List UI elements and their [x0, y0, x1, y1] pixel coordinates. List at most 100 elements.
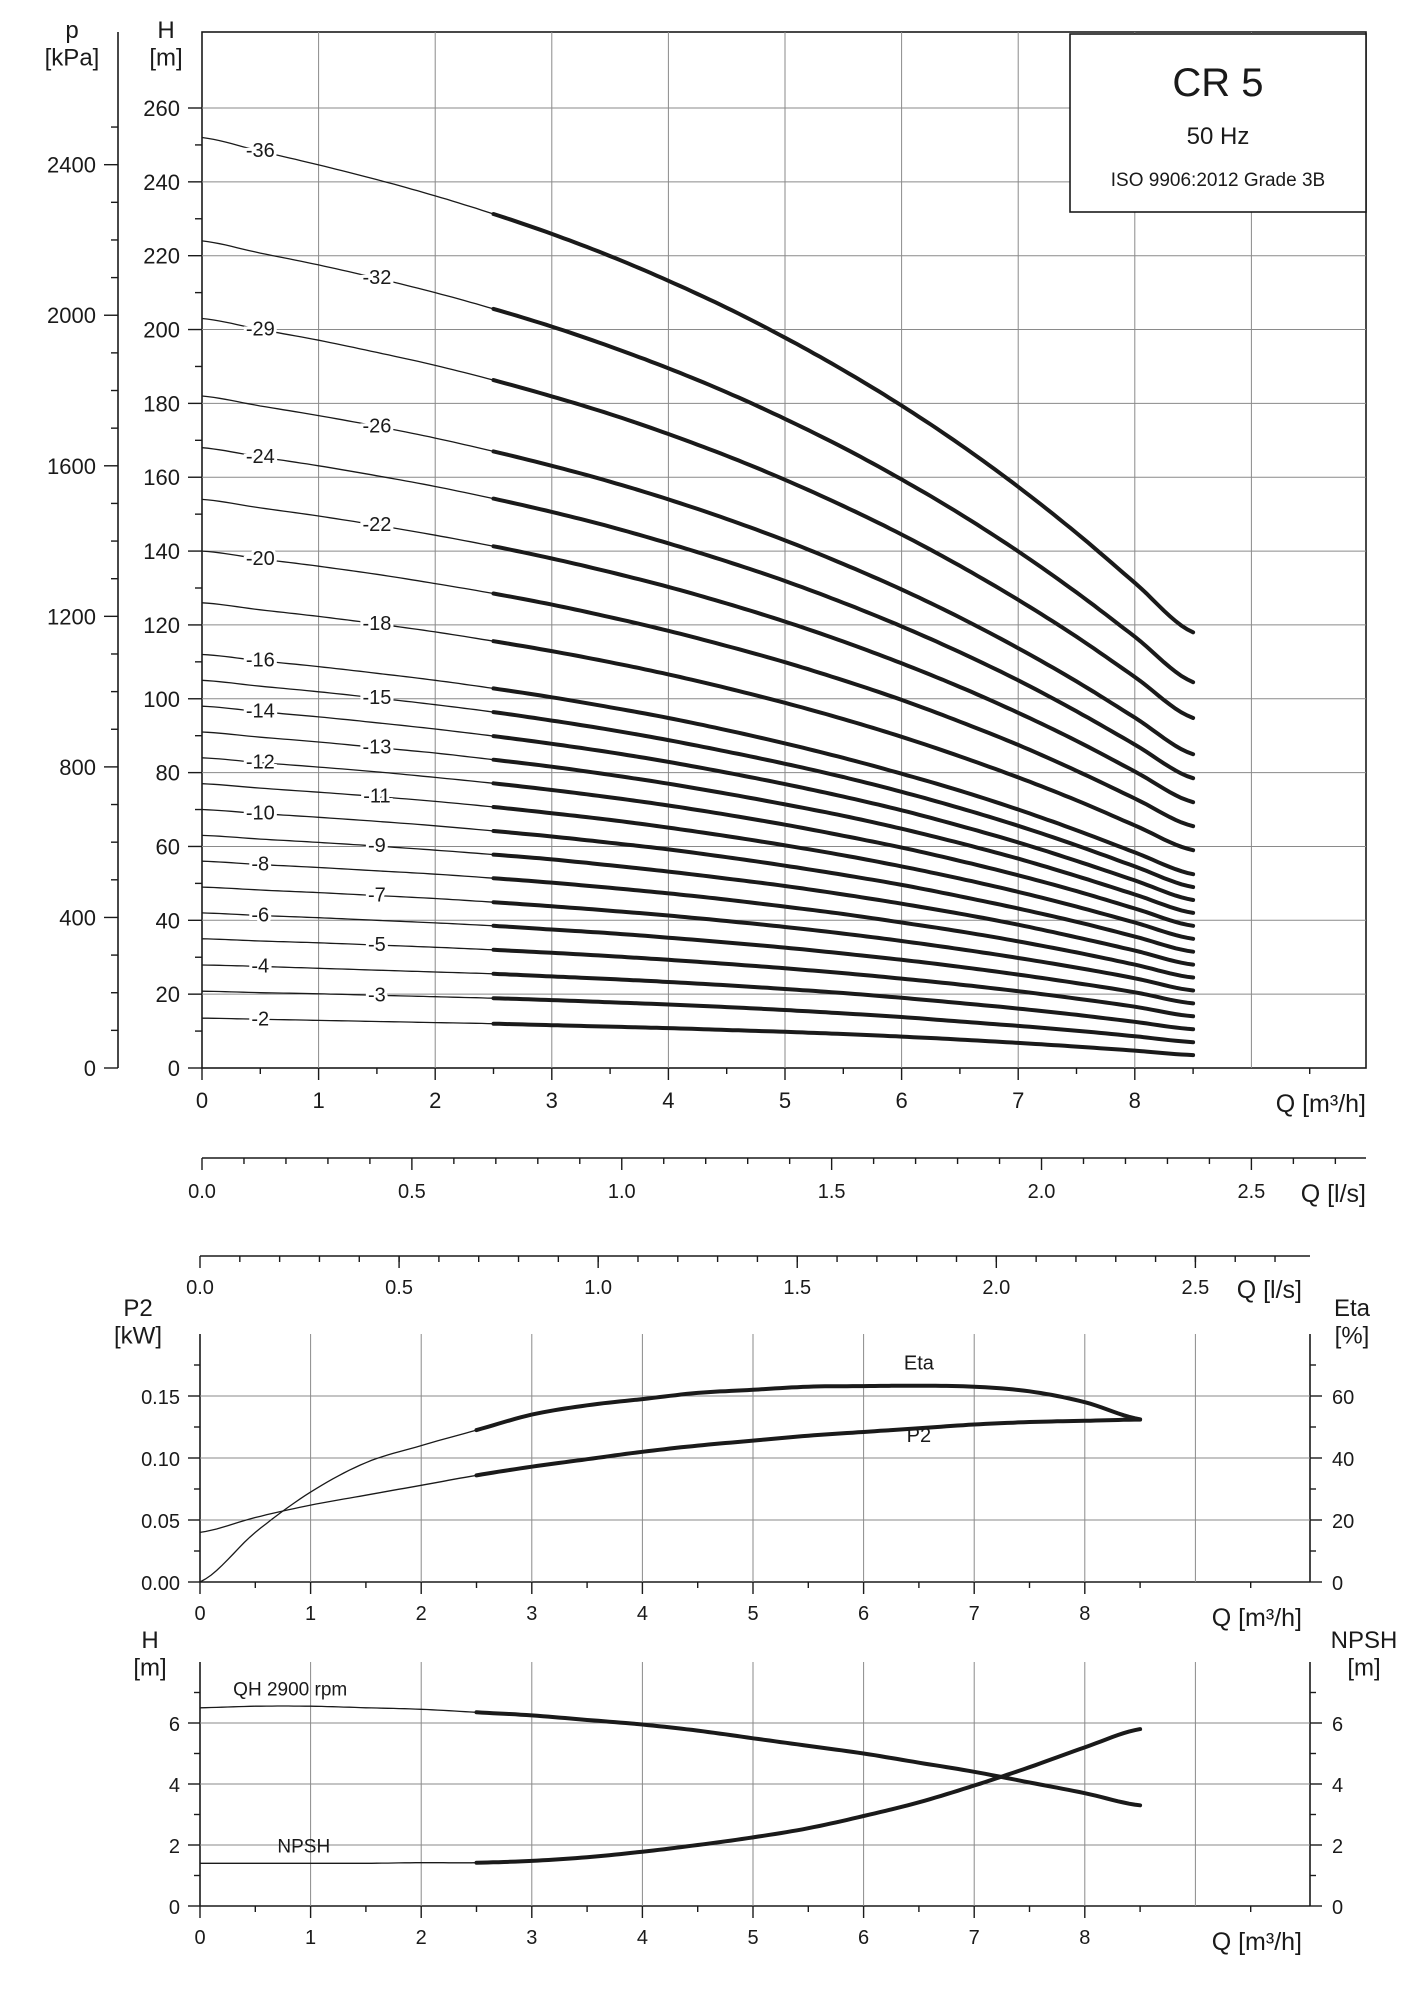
q-tick-label: 2 [416, 1927, 427, 1949]
q-tick-label: 7 [969, 1927, 980, 1949]
qh-curve-stage-5-thin [201, 938, 494, 951]
h-tick-label: 40 [156, 908, 180, 933]
qh-curve-stage-26-thick [491, 449, 1196, 757]
ls-tick-label: 0.0 [188, 1181, 216, 1203]
qh-curve-stage-29-thick [491, 378, 1196, 720]
p-tick-label: 0 [84, 1056, 96, 1081]
qh-curve-stage-15-thin [201, 679, 494, 713]
p2-tick-label: 0.00 [141, 1573, 180, 1595]
q-tick-label: 7 [969, 1603, 980, 1625]
stage-label: -2 [251, 1008, 269, 1030]
ls-tick-label: 2.0 [982, 1277, 1010, 1299]
eta-tick-label: 40 [1332, 1449, 1354, 1471]
eta-axis-label: [%] [1335, 1323, 1370, 1350]
qh-tick-label: 2 [169, 1836, 180, 1858]
curve-p2-thin [199, 1474, 477, 1534]
curve-eta-thick [474, 1383, 1143, 1433]
stage-label: -20 [246, 548, 275, 570]
ls-tick-label: 0.5 [385, 1277, 413, 1299]
qh-curve-stage-7-thin [201, 886, 494, 903]
npsh-axis-label: NPSH [1331, 1627, 1398, 1654]
ls-tick-label: 2.5 [1181, 1277, 1209, 1299]
h-tick-label: 220 [143, 244, 180, 269]
qh-axis-label: H [141, 1627, 158, 1654]
q-tick-label: 2 [416, 1603, 427, 1625]
stage-label: -26 [362, 415, 391, 437]
q-axis-label: Q [m³/h] [1212, 1928, 1302, 1956]
qh-curve-stage-16-thin [201, 653, 494, 690]
qh-curve-stage-20-thin [201, 550, 494, 595]
ls-tick-label: 0.5 [398, 1181, 426, 1203]
p-axis-label: [kPa] [45, 45, 100, 72]
ls-tick-label: 2.5 [1237, 1181, 1265, 1203]
qh-curve-stage-32-thick [491, 306, 1196, 685]
p-tick-label: 800 [59, 755, 96, 780]
h-tick-label: 100 [143, 687, 180, 712]
stage-label: -29 [246, 319, 275, 341]
h-tick-label: 120 [143, 613, 180, 638]
p-tick-label: 1600 [47, 454, 96, 479]
h-tick-label: 160 [143, 465, 180, 490]
stage-label: -3 [368, 984, 386, 1006]
chart-title: CR 5 [1172, 61, 1263, 105]
q-tick-label: 1 [305, 1927, 316, 1949]
q-axis-label: Q [m³/h] [1212, 1604, 1302, 1632]
qh-curve-stage-12-thin [201, 757, 494, 784]
p-tick-label: 400 [59, 905, 96, 930]
curve-qh-2900-rpm-thin [199, 1705, 477, 1713]
qh-curve-stage-5-thick [491, 947, 1196, 1019]
standard-note: ISO 9906:2012 Grade 3B [1111, 170, 1325, 191]
p-tick-label: 1200 [47, 604, 96, 629]
eta-tick-label: 0 [1332, 1573, 1343, 1595]
npsh-curve-label: NPSH [277, 1837, 330, 1858]
q-tick-label: 4 [662, 1088, 674, 1113]
stage-label: -36 [246, 140, 275, 162]
stage-label: -10 [246, 803, 275, 825]
ls-tick-label: 0.0 [186, 1277, 214, 1299]
h-tick-label: 180 [143, 391, 180, 416]
q-tick-label: 3 [526, 1927, 537, 1949]
eta-tick-label: 20 [1332, 1511, 1354, 1533]
qh-curve-stage-11-thin [201, 783, 494, 808]
curve-npsh-thin [200, 1862, 477, 1864]
q-tick-label: 0 [194, 1603, 205, 1625]
qh-curve-stage-16-thick [491, 686, 1196, 877]
stage-label: -32 [362, 267, 391, 289]
qh-curve-stage-11-thick [491, 805, 1196, 941]
qh-curve-stage-8-thin [201, 860, 494, 879]
qh-curve-stage-24-thin [201, 447, 494, 500]
qh-curve-stage-18-thick [491, 639, 1196, 853]
p2-axis-label: P2 [123, 1295, 152, 1322]
stage-label: -12 [246, 752, 275, 774]
q-tick-label: 8 [1079, 1603, 1090, 1625]
q-tick-label: 3 [526, 1603, 537, 1625]
qh-curve-stage-13-thin [201, 731, 494, 761]
qh-curve-stage-9-thick [491, 852, 1196, 967]
p2-curve-label: P2 [907, 1425, 931, 1447]
npsh-tick-label: 0 [1332, 1897, 1343, 1919]
q-tick-label: 8 [1079, 1927, 1090, 1949]
q-tick-label: 4 [637, 1603, 648, 1625]
qh-curve-stage-22-thick [491, 544, 1196, 805]
eta-axis-label: Eta [1334, 1295, 1371, 1322]
qh-curve-stage-14-thick [491, 734, 1196, 902]
h-tick-label: 140 [143, 539, 180, 564]
q-tick-label: 2 [429, 1088, 441, 1113]
qh-tick-label: 4 [169, 1775, 180, 1797]
qh-curve-stage-36-thin [201, 136, 494, 215]
stage-label: -22 [362, 514, 391, 536]
h-tick-label: 20 [156, 982, 180, 1007]
q-tick-label: 3 [546, 1088, 558, 1113]
p2-axis-label: [kW] [114, 1323, 162, 1350]
qh-axis-label: [m] [133, 1655, 166, 1682]
eta-curve-label: Eta [904, 1353, 935, 1375]
stage-label: -24 [246, 446, 275, 468]
qh-curve-stage-18-thin [201, 602, 494, 642]
qh-curve-stage-3-thick [491, 996, 1196, 1045]
q-tick-label: 6 [895, 1088, 907, 1113]
h-tick-label: 0 [168, 1056, 180, 1081]
qh-curve-stage-8-thick [491, 876, 1196, 980]
qh-tick-label: 0 [169, 1897, 180, 1919]
h-tick-label: 60 [156, 834, 180, 859]
